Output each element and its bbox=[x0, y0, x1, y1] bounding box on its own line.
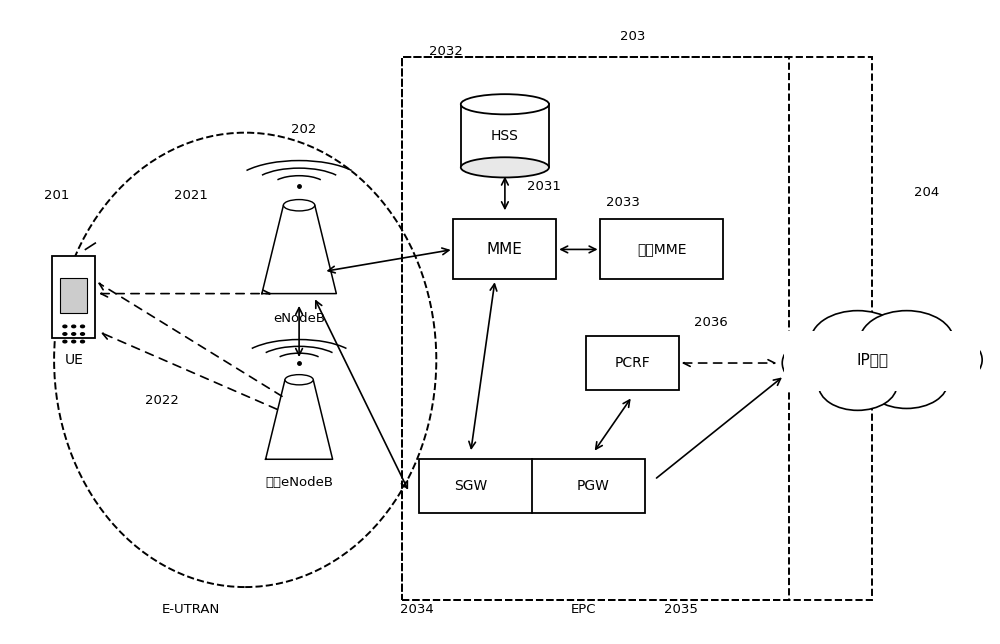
Polygon shape bbox=[262, 205, 336, 294]
Text: 202: 202 bbox=[291, 123, 317, 136]
Bar bbox=[461, 104, 549, 167]
Circle shape bbox=[860, 310, 954, 371]
Text: 其它eNodeB: 其它eNodeB bbox=[265, 477, 333, 489]
Bar bbox=[586, 336, 679, 390]
Circle shape bbox=[866, 355, 948, 408]
Ellipse shape bbox=[461, 157, 549, 178]
Ellipse shape bbox=[285, 375, 313, 385]
Circle shape bbox=[72, 325, 76, 328]
Circle shape bbox=[63, 325, 67, 328]
Circle shape bbox=[63, 340, 67, 343]
Text: 2021: 2021 bbox=[174, 189, 208, 202]
Text: SGW: SGW bbox=[454, 479, 487, 493]
Text: 2022: 2022 bbox=[145, 394, 179, 408]
Text: 204: 204 bbox=[914, 186, 939, 199]
Text: UE: UE bbox=[64, 353, 83, 367]
Text: eNodeB: eNodeB bbox=[273, 312, 325, 325]
Circle shape bbox=[63, 333, 67, 336]
Bar bbox=[402, 57, 872, 600]
Text: 2032: 2032 bbox=[429, 45, 463, 59]
Bar bbox=[402, 57, 789, 600]
Text: 其它MME: 其它MME bbox=[637, 242, 686, 256]
Bar bbox=[419, 459, 645, 513]
Text: PGW: PGW bbox=[577, 479, 610, 493]
Circle shape bbox=[81, 333, 84, 336]
Text: EPC: EPC bbox=[571, 603, 596, 616]
Polygon shape bbox=[266, 380, 333, 459]
Ellipse shape bbox=[461, 94, 549, 115]
Text: 2033: 2033 bbox=[606, 196, 639, 209]
Text: 201: 201 bbox=[44, 189, 70, 202]
Ellipse shape bbox=[283, 200, 315, 211]
Bar bbox=[52, 256, 95, 338]
Text: IP业务: IP业务 bbox=[856, 352, 888, 367]
Bar bbox=[453, 220, 556, 279]
Text: 203: 203 bbox=[620, 30, 645, 43]
Circle shape bbox=[81, 340, 84, 343]
Text: 2034: 2034 bbox=[400, 603, 434, 616]
Text: 2036: 2036 bbox=[694, 316, 728, 328]
Text: MME: MME bbox=[487, 242, 523, 257]
Bar bbox=[600, 220, 723, 279]
Bar bbox=[60, 278, 87, 312]
Circle shape bbox=[782, 337, 865, 390]
Circle shape bbox=[81, 325, 84, 328]
Text: PCRF: PCRF bbox=[614, 356, 650, 370]
Circle shape bbox=[811, 310, 905, 371]
Polygon shape bbox=[784, 332, 980, 392]
Text: 2035: 2035 bbox=[664, 603, 698, 616]
Circle shape bbox=[900, 334, 982, 386]
Circle shape bbox=[72, 333, 76, 336]
Text: 2031: 2031 bbox=[527, 180, 561, 193]
Text: E-UTRAN: E-UTRAN bbox=[162, 603, 220, 616]
Circle shape bbox=[72, 340, 76, 343]
Circle shape bbox=[818, 360, 897, 410]
Text: HSS: HSS bbox=[491, 129, 519, 143]
